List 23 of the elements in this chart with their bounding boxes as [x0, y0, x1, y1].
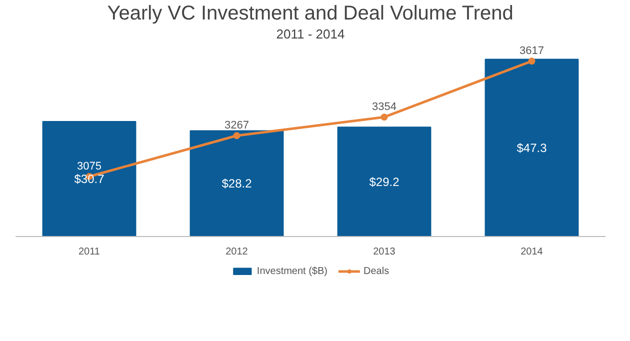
x-tick-label: 2013	[373, 246, 396, 258]
bar	[42, 120, 136, 236]
legend-label: Investment ($B)	[256, 265, 328, 277]
x-tick-label: 2011	[78, 246, 100, 258]
bar	[484, 58, 579, 236]
data-label: 3267	[224, 120, 249, 132]
data-label: 3617	[520, 45, 544, 58]
legend-label: Deals	[364, 265, 390, 277]
data-label: $28.2	[222, 176, 252, 191]
data-label: 3354	[372, 101, 396, 114]
point	[233, 132, 240, 140]
bar	[190, 130, 284, 236]
point	[380, 114, 388, 121]
data-label: $47.3	[516, 140, 548, 155]
data-label: $29.2	[369, 174, 400, 189]
data-label: $30.7	[74, 172, 105, 186]
x-tick-label: 2012	[226, 246, 248, 258]
chart-subtitle: 2011 - 2014	[276, 26, 345, 42]
chart-title: Yearly VC Investment and Deal Volume Trend	[107, 2, 514, 24]
bar	[337, 126, 432, 236]
x-tick-label: 2014	[520, 246, 544, 258]
data-label: 3075	[77, 160, 102, 172]
point	[528, 58, 536, 65]
